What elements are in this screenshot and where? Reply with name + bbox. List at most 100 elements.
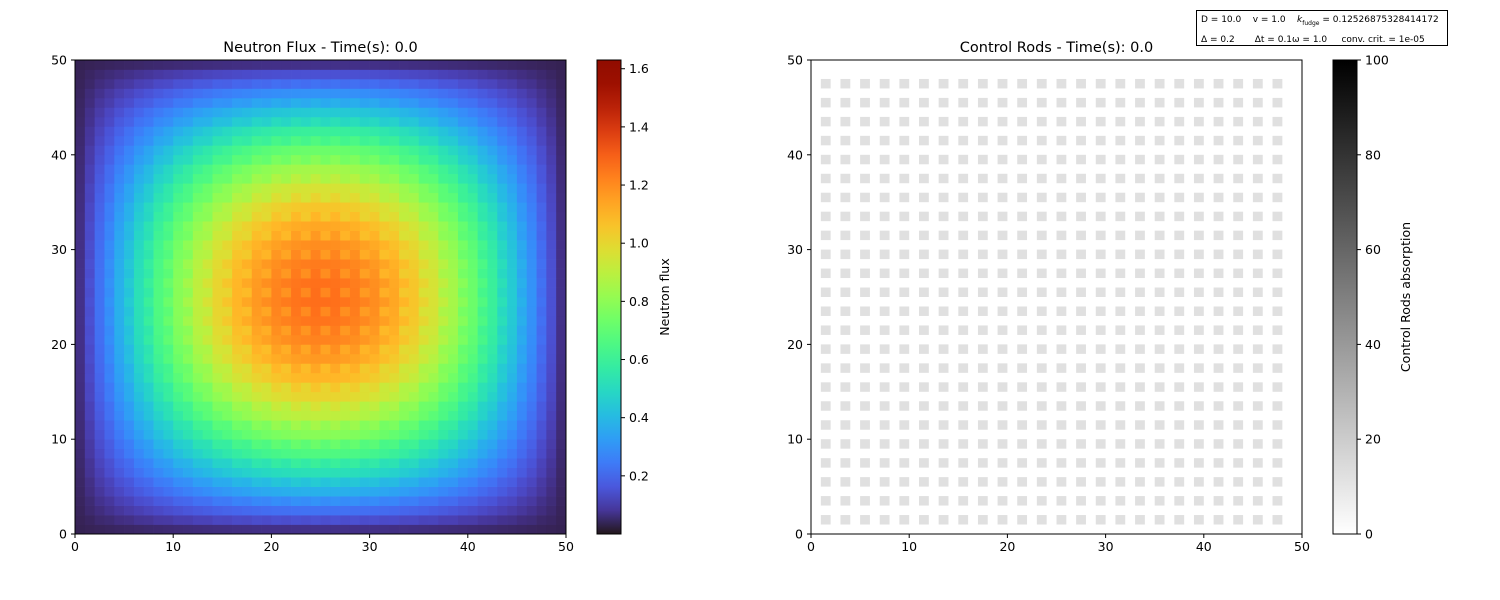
flux-cell xyxy=(222,164,233,175)
flux-cell xyxy=(75,363,86,374)
flux-cell xyxy=(153,477,164,487)
flux-cell xyxy=(300,372,312,383)
flux-cell xyxy=(241,524,253,535)
control-rod xyxy=(1233,154,1244,165)
flux-cell xyxy=(408,164,420,175)
flux-cell xyxy=(291,325,302,336)
flux-cell xyxy=(153,448,164,459)
flux-cell xyxy=(202,315,213,326)
control-rod xyxy=(938,325,949,335)
flux-cell xyxy=(75,448,86,459)
control-rod xyxy=(879,211,890,222)
flux-cell xyxy=(222,211,233,222)
flux-cell xyxy=(133,249,145,260)
flux-cell xyxy=(114,164,125,175)
flux-cell xyxy=(281,391,292,402)
flux-cell xyxy=(487,192,498,203)
control-rod xyxy=(919,363,929,373)
flux-cell xyxy=(516,278,528,288)
flux-cell xyxy=(133,211,145,222)
flux-cell xyxy=(546,297,557,307)
flux-cell xyxy=(114,259,125,269)
flux-cell xyxy=(114,486,125,497)
flux-cell xyxy=(389,344,400,355)
control-rod xyxy=(997,154,1008,165)
control-rod xyxy=(840,116,851,127)
flux-cell xyxy=(84,467,95,478)
flux-cell xyxy=(497,211,508,222)
flux-cell xyxy=(75,69,86,80)
flux-cell xyxy=(114,173,125,184)
flux-cell xyxy=(281,78,292,89)
flux-cell xyxy=(457,78,469,89)
flux-cell xyxy=(75,145,86,156)
flux-cell xyxy=(389,334,400,345)
flux-cell xyxy=(507,240,518,250)
flux-cell xyxy=(330,287,341,298)
flux-cell xyxy=(330,60,341,70)
flux-cell xyxy=(75,211,86,222)
control-rod xyxy=(1076,78,1086,89)
flux-cell xyxy=(75,401,86,412)
flux-cell xyxy=(418,60,429,70)
control-rod xyxy=(1135,287,1145,297)
flux-cell xyxy=(487,353,498,364)
flux-cell xyxy=(438,306,449,317)
flux-cell xyxy=(408,391,420,402)
control-rod xyxy=(1272,439,1283,449)
flux-cell xyxy=(359,230,370,241)
flux-cell xyxy=(546,97,557,108)
flux-cell xyxy=(516,297,528,307)
control-rod xyxy=(1174,249,1185,260)
flux-cell xyxy=(340,401,351,412)
control-rod xyxy=(860,496,870,506)
control-rod xyxy=(977,287,988,297)
flux-cell xyxy=(389,240,400,250)
flux-cell xyxy=(173,467,184,478)
flux-cell xyxy=(448,69,459,80)
flux-cell xyxy=(438,78,449,89)
flux-cell xyxy=(497,154,508,165)
flux-cell xyxy=(75,107,86,118)
control-rod xyxy=(997,325,1008,335)
flux-cell xyxy=(183,363,194,374)
flux-cell xyxy=(192,410,204,421)
control-rod xyxy=(860,211,870,222)
flux-cell xyxy=(300,420,312,431)
flux-cell xyxy=(389,97,400,108)
flux-cell xyxy=(232,192,243,203)
control-rod xyxy=(919,382,929,392)
flux-cell xyxy=(241,515,253,525)
control-rod xyxy=(958,154,969,165)
flux-cell xyxy=(222,448,233,459)
param-conv: conv. crit. = 1e-05 xyxy=(1341,34,1425,45)
flux-cell xyxy=(389,429,400,440)
param-k-symbol: k xyxy=(1297,15,1303,25)
flux-cell xyxy=(251,107,262,118)
flux-cell xyxy=(212,334,223,345)
flux-cell xyxy=(556,325,567,336)
flux-cell xyxy=(389,363,400,374)
flux-cell xyxy=(546,202,557,213)
flux-cell xyxy=(212,297,223,307)
flux-cell xyxy=(487,363,498,374)
flux-cell xyxy=(448,221,459,231)
flux-cell xyxy=(408,107,420,118)
flux-cell xyxy=(300,477,312,487)
flux-cell xyxy=(497,410,508,421)
flux-cell xyxy=(261,221,272,231)
flux-cell xyxy=(546,78,557,89)
flux-cell xyxy=(546,306,557,317)
flux-cell xyxy=(241,467,253,478)
flux-cell xyxy=(448,496,459,506)
control-rod xyxy=(1154,173,1165,184)
y-tick-label: 10 xyxy=(51,432,67,447)
flux-cell xyxy=(75,268,86,279)
control-rod xyxy=(997,78,1008,89)
flux-cell xyxy=(104,259,115,269)
flux-cell xyxy=(477,173,488,184)
flux-cell xyxy=(104,477,115,487)
flux-cell xyxy=(546,353,557,364)
flux-cell xyxy=(359,372,370,383)
flux-cell xyxy=(212,192,223,203)
